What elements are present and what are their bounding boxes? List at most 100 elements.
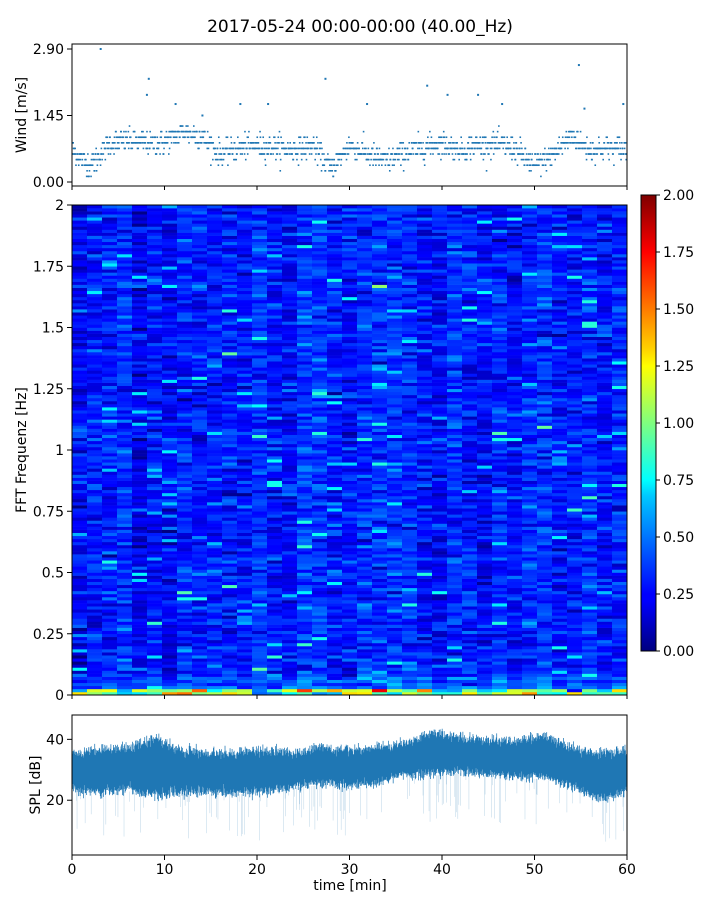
spectrogram-cell [147, 544, 163, 549]
spectrogram-cell [192, 535, 208, 540]
spectrogram-cell [312, 477, 328, 481]
spectrogram-cell [192, 324, 208, 328]
spectrogram-cell [237, 272, 253, 276]
spectrogram-cell [372, 514, 388, 518]
spectrogram-cell [132, 615, 148, 619]
spectrogram-cell [327, 587, 343, 592]
wind-point [346, 153, 349, 155]
spectrogram-cell [132, 508, 148, 512]
spectrogram-cell [312, 238, 328, 243]
wind-point [540, 175, 542, 178]
spectrogram-cell [102, 459, 118, 463]
spectrogram-cell [72, 342, 88, 347]
spectrogram-cell [87, 541, 103, 546]
spectrogram-cell [147, 315, 163, 319]
spectrogram-cell [312, 453, 328, 457]
spectrogram-cell [87, 646, 103, 650]
spectrogram-cell [357, 223, 373, 227]
wind-point [431, 147, 434, 150]
wind-point [247, 142, 250, 144]
spectrogram-cell [102, 376, 118, 380]
spectrogram-cell [357, 293, 373, 298]
spectrogram-cell [327, 290, 343, 295]
spectrogram-cell [102, 505, 118, 509]
spectrogram-cell [252, 615, 268, 619]
spectrogram-cell [282, 630, 298, 635]
spectrogram-cell [342, 422, 358, 426]
spectrogram-cell [387, 477, 403, 481]
wind-point [276, 153, 279, 155]
spectrogram-cell [327, 468, 343, 472]
spectrogram-cell [342, 569, 358, 573]
wind-point [308, 142, 311, 144]
spectrogram-cell [357, 495, 373, 500]
wind-point [297, 147, 299, 150]
spectrogram-cell [162, 548, 178, 552]
spectrogram-cell [147, 232, 163, 236]
spectrogram-cell [297, 284, 313, 288]
spectrogram-cell [192, 691, 208, 695]
wind-point [316, 147, 318, 150]
wind-point [104, 147, 107, 150]
spectrogram-cell [267, 508, 283, 512]
wind-point [234, 158, 236, 161]
spectrogram-cell [192, 260, 208, 264]
spectrogram-cell [237, 548, 253, 552]
spectrogram-cell [312, 373, 328, 377]
spectrogram-cell [102, 658, 118, 662]
spectrogram-cell [282, 425, 298, 429]
spectrogram-cell [387, 342, 403, 347]
spectrogram-cell [297, 548, 313, 552]
spectrogram-cell [372, 529, 388, 533]
spectrogram-cell [357, 508, 373, 512]
wind-point [146, 147, 149, 150]
spectrogram-cell [72, 345, 88, 350]
spectrogram-cell [237, 312, 253, 316]
spectrogram-cell [147, 612, 163, 616]
spectrogram-cell [87, 520, 103, 524]
spectrogram-cell [312, 358, 328, 362]
spectrogram-cell [357, 486, 373, 491]
spectrogram-cell [147, 548, 163, 552]
spectrogram-cell [372, 480, 388, 484]
wind-point [296, 158, 298, 161]
spectrogram-cell [372, 450, 388, 454]
spectrogram-cell [372, 364, 388, 368]
spectrogram-cell [147, 431, 163, 435]
spectrogram-cell [357, 299, 373, 304]
wind-point [141, 142, 144, 144]
spectrogram-cell [327, 220, 343, 224]
spectrogram-cell [177, 370, 193, 374]
spectrogram-cell [117, 446, 133, 451]
spectrogram-cell [222, 554, 238, 558]
spectrogram-cell [372, 499, 388, 503]
spectrogram-cell [297, 422, 313, 426]
spectrogram-cell [117, 600, 133, 604]
spectrogram-cell [372, 453, 388, 457]
spectrogram-cell [282, 590, 298, 595]
spectrogram-cell [222, 303, 238, 307]
spectrogram-cell [207, 450, 223, 454]
spectrogram-cell [387, 275, 403, 279]
wind-point [296, 153, 299, 155]
wind-point [443, 153, 445, 155]
spectrogram-cell [357, 554, 373, 558]
spectrogram-cell [252, 244, 268, 249]
wind-point [417, 147, 419, 150]
wind-point [584, 142, 587, 144]
spectrogram-cell [312, 214, 328, 218]
spectrogram-cell [372, 661, 388, 665]
spectrogram-cell [132, 554, 148, 558]
spectrogram-cell [357, 327, 373, 331]
wind-point [430, 136, 433, 139]
spectrogram-cell [207, 688, 223, 693]
spectrogram-cell [177, 563, 193, 567]
spectrogram-cell [192, 358, 208, 362]
wind-point [408, 142, 411, 144]
spectrogram-cell [297, 646, 313, 650]
wind-point [388, 147, 390, 150]
spectrogram-cell [207, 566, 223, 570]
spectrogram-cell [207, 575, 223, 579]
spectrogram-cell [192, 364, 208, 368]
spectrogram-cell [267, 575, 283, 579]
